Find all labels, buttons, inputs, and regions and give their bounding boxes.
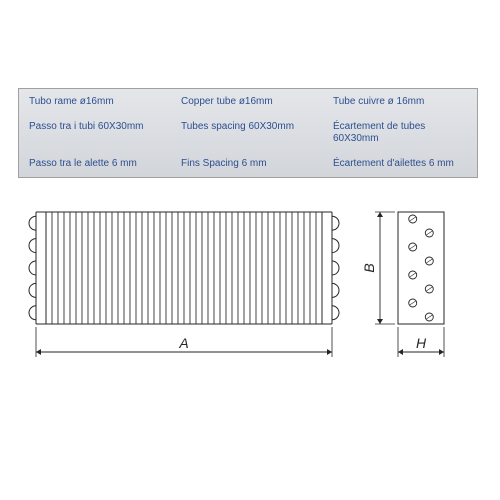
table-row: Tubo rame ø16mm Copper tube ø16mm Tube c… [21, 91, 475, 114]
spec-table: Tubo rame ø16mm Copper tube ø16mm Tube c… [18, 88, 478, 178]
drawing-svg: A B H [8, 196, 492, 386]
spec-en: Tubes spacing 60X30mm [173, 116, 323, 151]
spec-fr: Écartement de tubes 60X30mm [325, 116, 475, 151]
spec-en: Copper tube ø16mm [173, 91, 323, 114]
svg-text:A: A [178, 335, 188, 351]
table-row: Passo tra i tubi 60X30mm Tubes spacing 6… [21, 116, 475, 151]
svg-text:B: B [361, 263, 377, 272]
svg-text:H: H [416, 335, 427, 351]
technical-drawing: A B H [8, 196, 492, 386]
spec-it: Passo tra i tubi 60X30mm [21, 116, 171, 151]
table-row: Passo tra le alette 6 mm Fins Spacing 6 … [21, 153, 475, 176]
spec-fr: Écartement d'ailettes 6 mm [325, 153, 475, 176]
spec-en: Fins Spacing 6 mm [173, 153, 323, 176]
spec-it: Tubo rame ø16mm [21, 91, 171, 114]
spec-fr: Tube cuivre ø 16mm [325, 91, 475, 114]
spec-it: Passo tra le alette 6 mm [21, 153, 171, 176]
